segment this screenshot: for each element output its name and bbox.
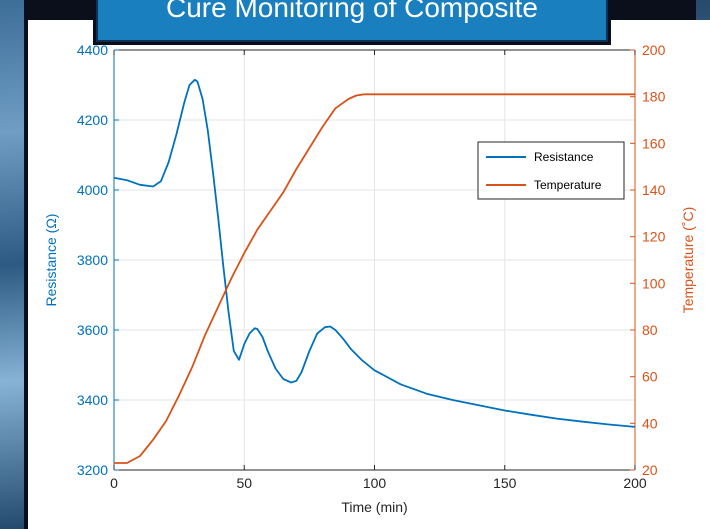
x-tick-label: 200 <box>623 475 647 491</box>
x-tick-label: 0 <box>110 475 118 491</box>
legend-box <box>477 141 625 200</box>
y-right-tick-label: 180 <box>642 89 666 105</box>
chart-title: Cure Monitoring of Composite <box>166 0 538 23</box>
x-tick-label: 100 <box>363 475 387 491</box>
y-right-tick-label: 60 <box>642 369 658 385</box>
y-right-tick-label: 200 <box>642 42 666 58</box>
y-right-tick-label: 140 <box>642 182 666 198</box>
y-right-tick-label: 160 <box>642 135 666 151</box>
y-left-tick-label: 4400 <box>77 42 108 58</box>
x-axis-label: Time (min) <box>341 499 407 515</box>
y-left-axis-label: Resistance (Ω) <box>43 214 59 307</box>
y-right-tick-label: 120 <box>642 229 666 245</box>
chart: 0 50 100 150 200 3200 3400 3600 3800 4000 4200 4400… <box>43 42 696 515</box>
legend-label-resistance: Resistance <box>534 150 594 164</box>
y-left-tick-label: 3800 <box>77 252 108 268</box>
plot-panel: 0 50 100 150 200 3200 3400 3600 3800 4000 4200 4400… <box>28 20 710 529</box>
y-right-axis-label: Temperature (˚C) <box>680 207 696 314</box>
y-left-tick-label: 3200 <box>77 462 108 478</box>
y-right-tick-label: 100 <box>642 275 666 291</box>
series-line-resistance <box>113 78 636 428</box>
y-left-tick-label: 3400 <box>77 392 108 408</box>
x-tick-label: 150 <box>493 475 517 491</box>
y-right-tick-label: 20 <box>642 462 658 478</box>
y-right-tick-label: 40 <box>642 415 658 431</box>
legend-label-temperature: Temperature <box>534 178 602 192</box>
y-left-tick-label: 3600 <box>77 322 108 338</box>
y-right-tick-label: 80 <box>642 322 658 338</box>
series-line-temperature <box>114 93 635 464</box>
y-left-tick-label: 4000 <box>77 182 108 198</box>
title-banner: Cure Monitoring of Composite <box>96 0 608 42</box>
y-left-tick-label: 4200 <box>77 112 108 128</box>
background-left-strip <box>0 0 24 529</box>
x-tick-label: 50 <box>236 475 252 491</box>
